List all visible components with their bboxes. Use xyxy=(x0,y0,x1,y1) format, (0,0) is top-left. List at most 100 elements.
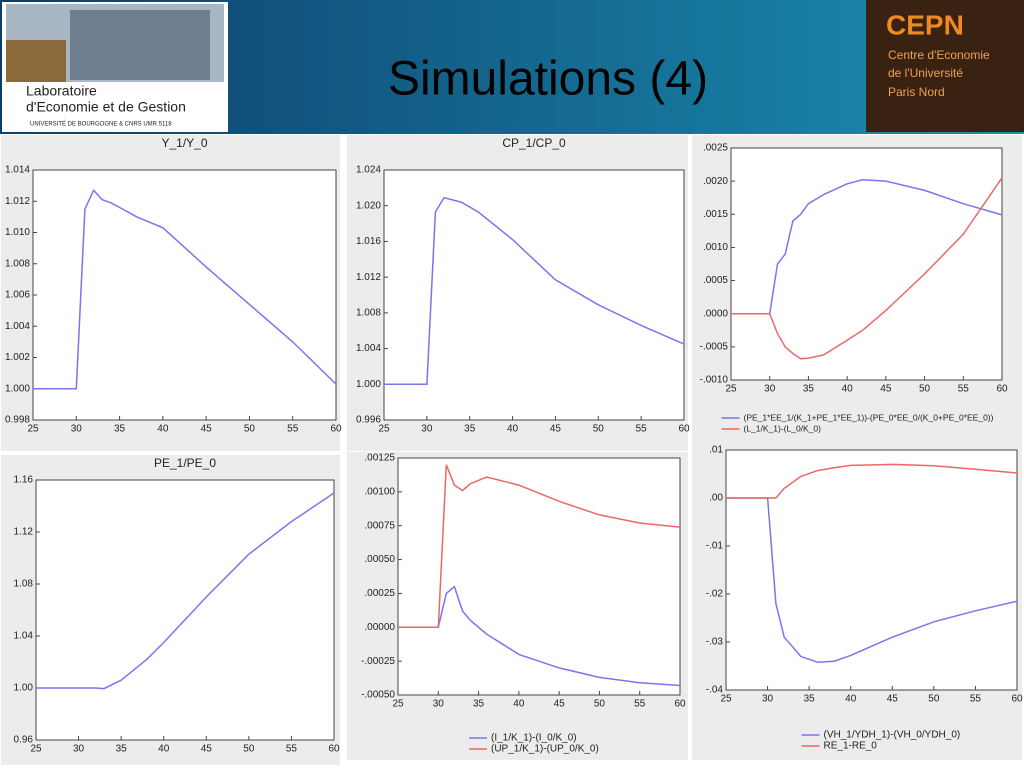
y-tick-label: 1.010 xyxy=(5,227,30,238)
right-logo: CEPN Centre d'Economie de l'Université P… xyxy=(866,0,1024,132)
x-tick-label: 45 xyxy=(201,744,213,755)
x-tick-label: 30 xyxy=(421,424,433,435)
y-tick-label: 1.008 xyxy=(5,258,30,269)
y-tick-label: 1.000 xyxy=(5,383,30,394)
series-line xyxy=(731,177,1003,360)
logo-tree xyxy=(6,40,66,82)
y-tick-label: 1.016 xyxy=(356,236,381,247)
x-tick-label: 40 xyxy=(842,384,854,395)
y-tick-label: -.01 xyxy=(706,541,724,552)
x-tick-label: 55 xyxy=(970,694,982,705)
series-line xyxy=(384,196,685,386)
y-tick-label: 1.004 xyxy=(356,343,381,354)
x-tick-label: 45 xyxy=(201,424,213,435)
y-tick-label: 1.008 xyxy=(356,307,381,318)
legend-label: (UP_1/K_1)-(UP_0/K_0) xyxy=(491,744,599,755)
series-line xyxy=(398,585,681,687)
y-tick-label: .0010 xyxy=(703,242,728,253)
x-tick-label: 50 xyxy=(594,699,606,710)
y-tick-label: -.00050 xyxy=(361,690,395,701)
x-tick-label: 30 xyxy=(762,694,774,705)
slide-title: Simulations (4) xyxy=(388,53,708,106)
series-line xyxy=(726,463,1018,499)
y-tick-label: -.0005 xyxy=(700,341,729,352)
y-tick-label: -.03 xyxy=(706,637,724,648)
chart-title: Y_1/Y_0 xyxy=(161,136,207,150)
y-tick-label: .00000 xyxy=(364,622,395,633)
x-tick-label: 45 xyxy=(550,424,562,435)
x-tick-label: 60 xyxy=(674,699,686,710)
y-tick-label: 0.996 xyxy=(356,415,381,426)
x-tick-label: 30 xyxy=(71,424,83,435)
x-tick-label: 50 xyxy=(928,694,940,705)
plot-area xyxy=(725,449,1018,691)
x-tick-label: 45 xyxy=(554,699,566,710)
y-tick-label: 1.024 xyxy=(356,165,381,176)
legend-label: (PE_1*EE_1/(K_1+PE_1*EE_1))-(PE_0*EE_0/(… xyxy=(744,412,994,422)
x-tick-label: 30 xyxy=(73,744,85,755)
y-tick-label: 1.00 xyxy=(14,683,34,694)
y-tick-label: .00050 xyxy=(364,554,395,565)
y-tick-label: .0025 xyxy=(703,143,728,154)
x-tick-label: 25 xyxy=(725,384,737,395)
y-tick-label: .00 xyxy=(709,493,723,504)
y-tick-label: .0015 xyxy=(703,209,728,220)
series-line xyxy=(398,464,681,629)
series-line xyxy=(731,179,1003,315)
series-line xyxy=(36,492,335,690)
x-tick-label: 40 xyxy=(845,694,857,705)
y-tick-label: 0.96 xyxy=(14,735,34,746)
x-tick-label: 40 xyxy=(507,424,519,435)
y-tick-label: .00025 xyxy=(364,588,395,599)
x-tick-label: 60 xyxy=(328,744,340,755)
legend-label: RE_1-RE_0 xyxy=(824,741,878,752)
x-tick-label: 25 xyxy=(720,694,732,705)
plot-area xyxy=(35,479,335,741)
y-tick-label: .0020 xyxy=(703,176,728,187)
x-tick-label: 50 xyxy=(593,424,605,435)
x-tick-label: 45 xyxy=(887,694,899,705)
left-logo: Laboratoire d'Economie et de Gestion UNI… xyxy=(2,2,228,132)
y-tick-label: 1.012 xyxy=(356,272,381,283)
logo-building xyxy=(70,10,210,80)
plot-area xyxy=(32,169,337,421)
x-tick-label: 30 xyxy=(433,699,445,710)
x-tick-label: 60 xyxy=(1011,694,1023,705)
y-tick-label: -.00025 xyxy=(361,656,395,667)
x-tick-label: 60 xyxy=(678,424,690,435)
y-tick-label: 1.020 xyxy=(356,200,381,211)
y-tick-label: -.02 xyxy=(706,589,724,600)
legend-label: (I_1/K_1)-(I_0/K_0) xyxy=(491,733,577,744)
y-tick-label: 1.012 xyxy=(5,196,30,207)
x-tick-label: 50 xyxy=(243,744,255,755)
x-tick-label: 35 xyxy=(464,424,476,435)
legend-label: (L_1/K_1)-(L_0/K_0) xyxy=(744,423,822,433)
x-tick-label: 50 xyxy=(919,384,931,395)
logo-box xyxy=(866,0,1024,132)
legend-label: (VH_1/YDH_1)-(VH_0/YDH_0) xyxy=(824,730,961,741)
y-tick-label: .01 xyxy=(709,445,723,456)
y-tick-label: -.0010 xyxy=(700,375,729,386)
y-tick-label: 1.004 xyxy=(5,321,30,332)
x-tick-label: 45 xyxy=(880,384,892,395)
x-tick-label: 35 xyxy=(804,694,816,705)
x-tick-label: 35 xyxy=(803,384,815,395)
y-tick-label: 1.16 xyxy=(14,475,34,486)
x-tick-label: 25 xyxy=(378,424,390,435)
x-tick-label: 35 xyxy=(473,699,485,710)
chart-title: CP_1/CP_0 xyxy=(502,136,566,150)
x-tick-label: 25 xyxy=(392,699,404,710)
x-tick-label: 55 xyxy=(958,384,970,395)
y-tick-label: 1.08 xyxy=(14,579,34,590)
y-tick-label: 0.998 xyxy=(5,415,30,426)
x-tick-label: 60 xyxy=(330,424,342,435)
y-tick-label: 1.002 xyxy=(5,352,30,363)
y-tick-label: .0005 xyxy=(703,275,728,286)
x-tick-label: 25 xyxy=(27,424,39,435)
x-tick-label: 25 xyxy=(30,744,42,755)
x-tick-label: 55 xyxy=(286,744,298,755)
y-tick-label: .00100 xyxy=(364,486,395,497)
x-tick-label: 30 xyxy=(764,384,776,395)
logo-text: CEPN xyxy=(886,9,964,40)
